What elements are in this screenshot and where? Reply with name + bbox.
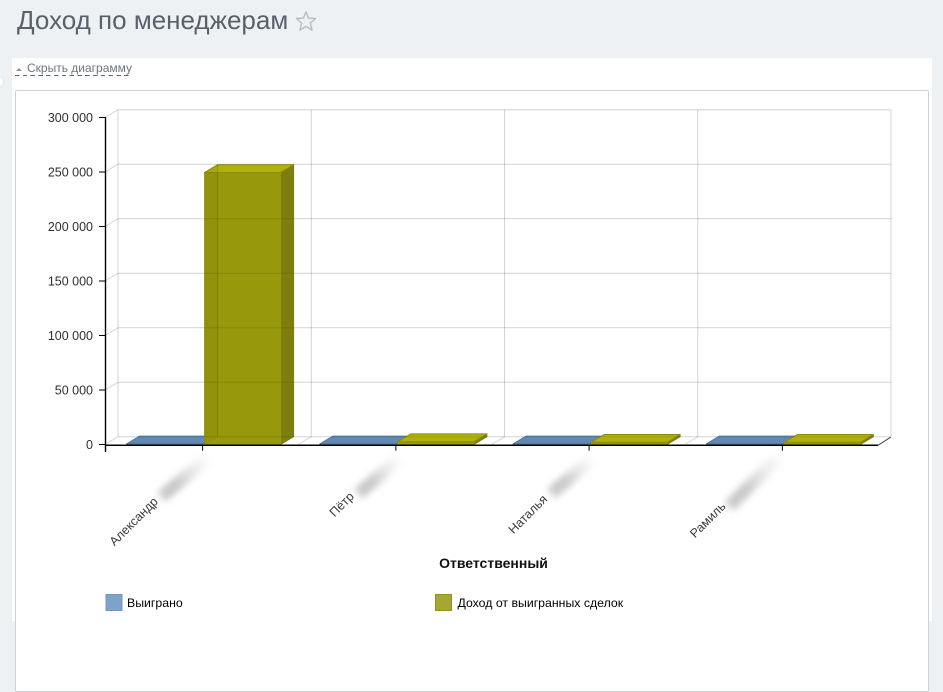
svg-text:0: 0 — [86, 438, 93, 452]
svg-text:150 000: 150 000 — [48, 275, 93, 289]
svg-text:100 000: 100 000 — [48, 329, 93, 343]
svg-text:200 000: 200 000 — [48, 220, 93, 234]
svg-text:Рамиль: Рамиль — [687, 499, 728, 540]
svg-text:Наталья: Наталья — [506, 492, 550, 536]
svg-text:Пётр: Пётр — [327, 489, 357, 519]
svg-text:Александр: Александр — [107, 494, 161, 548]
svg-text:Выиграно: Выиграно — [127, 596, 183, 610]
svg-text:Доход от выигранных сделок: Доход от выигранных сделок — [458, 596, 624, 610]
svg-text:250 000: 250 000 — [48, 166, 93, 180]
svg-text:Ответственный: Ответственный — [439, 555, 548, 571]
svg-text:300 000: 300 000 — [48, 111, 93, 125]
svg-text:50 000: 50 000 — [55, 384, 93, 398]
